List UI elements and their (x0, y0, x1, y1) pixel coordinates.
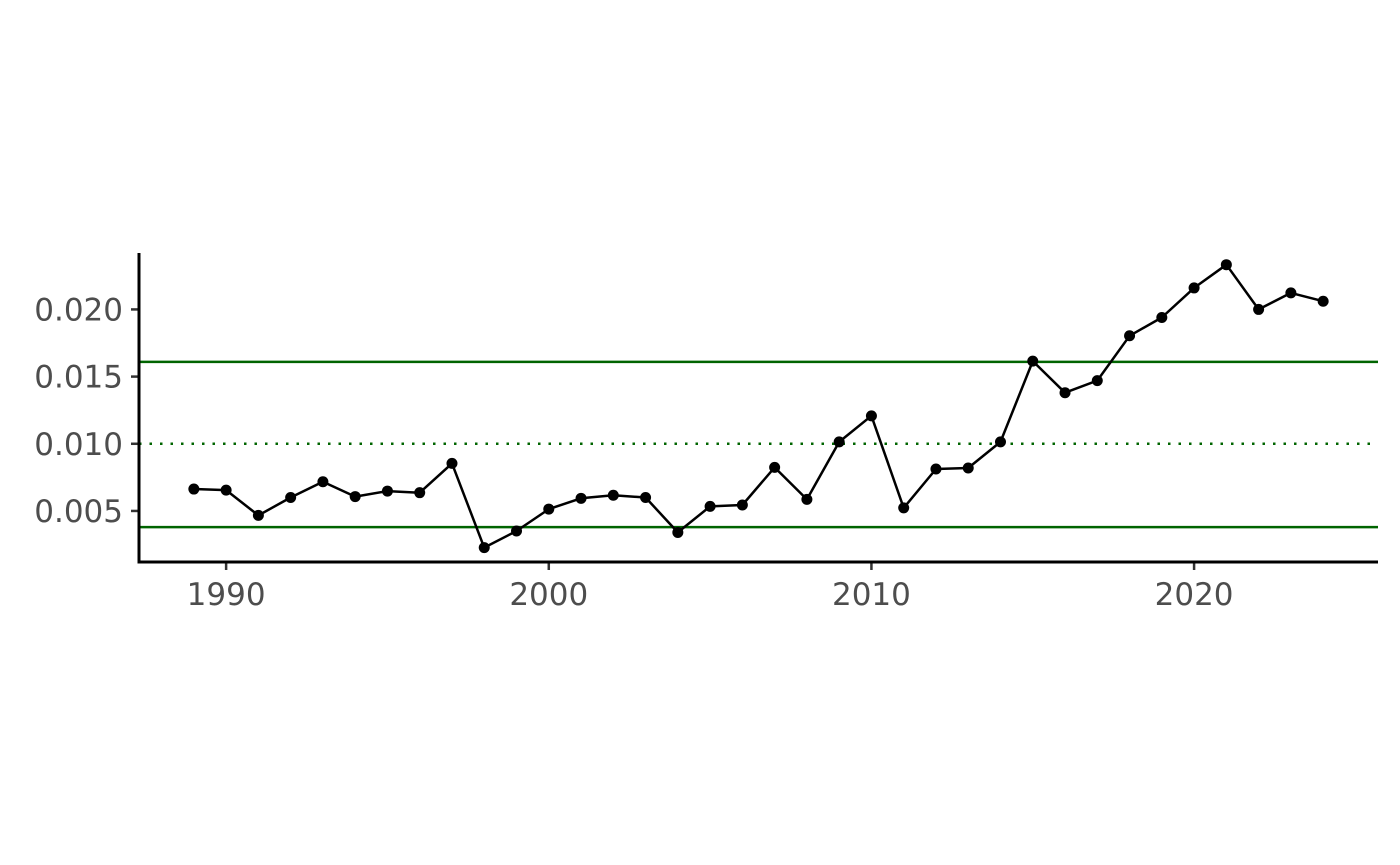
data-point (704, 500, 716, 512)
data-point (317, 476, 329, 488)
x-axis-ticks: 1990 2000 2010 2020 (187, 562, 1234, 613)
data-point (446, 457, 458, 469)
data-point (349, 491, 361, 503)
data-point (414, 487, 426, 499)
data-point (640, 492, 652, 504)
data-points (188, 259, 1329, 554)
data-point (1027, 355, 1039, 367)
reference-lines (139, 360, 1378, 529)
x-tick-label: 2010 (832, 577, 911, 613)
data-point (220, 484, 232, 496)
x-tick-label: 2020 (1155, 577, 1234, 613)
data-point (1124, 330, 1136, 342)
y-tick-label: 0.020 (34, 292, 123, 328)
data-point (1285, 287, 1297, 299)
y-axis-ticks: 0.005 0.010 0.015 0.020 (34, 292, 139, 530)
data-point (252, 509, 264, 521)
data-point (898, 502, 910, 514)
data-point (865, 410, 877, 422)
data-point (801, 493, 813, 505)
x-tick-label: 1990 (187, 577, 266, 613)
data-point (575, 492, 587, 504)
data-point (188, 483, 200, 495)
data-point (736, 499, 748, 511)
y-tick-label: 0.010 (34, 427, 123, 463)
data-point (1156, 311, 1168, 323)
data-point (833, 436, 845, 448)
data-point (930, 463, 942, 475)
data-point (672, 526, 684, 538)
data-point (994, 436, 1006, 448)
data-point (285, 492, 297, 504)
data-point (543, 503, 555, 515)
x-tick-label: 2000 (509, 577, 588, 613)
data-point (1059, 387, 1071, 399)
data-point (1220, 259, 1232, 271)
data-point (1317, 295, 1329, 307)
data-point (769, 461, 781, 473)
y-tick-label: 0.005 (34, 494, 123, 530)
y-tick-label: 0.015 (34, 360, 123, 396)
series-line (193, 263, 1324, 549)
data-point (1091, 375, 1103, 387)
data-point (381, 485, 393, 497)
data-point (607, 489, 619, 501)
data-point (1253, 303, 1265, 315)
data-point (1188, 282, 1200, 294)
data-point (962, 462, 974, 474)
data-point (478, 542, 490, 554)
data-point (511, 525, 523, 537)
